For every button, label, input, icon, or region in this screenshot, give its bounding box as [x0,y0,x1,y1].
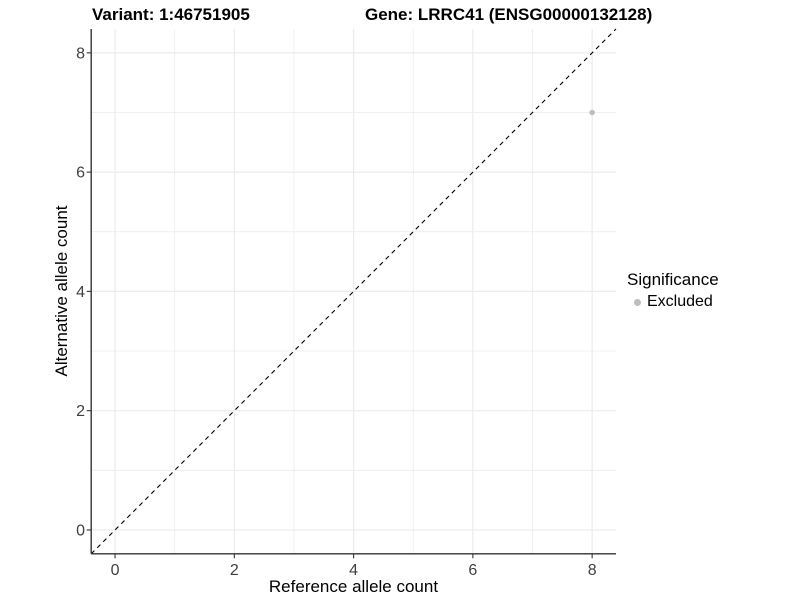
excluded-point-icon [634,298,641,306]
x-tick-label: 8 [588,562,597,579]
x-tick-label: 2 [230,562,239,579]
legend-entry-label: Excluded [647,293,713,310]
y-tick-label: 0 [76,522,85,539]
gene-title: Gene: LRRC41 (ENSG00000132128) [365,5,653,24]
x-tick-label: 6 [468,562,477,579]
variant-title: Variant: 1:46751905 [92,5,250,24]
y-axis-title: Alternative allele count [52,205,71,377]
y-tick-label: 2 [76,403,85,420]
x-tick-label: 4 [349,562,358,579]
x-axis-title: Reference allele count [268,577,439,596]
data-point [589,109,595,116]
y-tick-label: 6 [76,165,85,182]
x-tick-label: 0 [111,562,120,579]
legend-title: Significance [627,270,719,289]
legend: Significance Excluded [627,270,719,311]
y-tick-label: 4 [76,284,85,301]
legend-entry-excluded: Excluded [627,293,719,311]
y-tick-label: 8 [76,45,85,62]
